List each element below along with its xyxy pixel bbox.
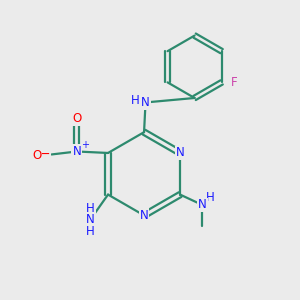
Text: N: N: [141, 96, 150, 109]
Text: O: O: [72, 112, 81, 125]
Text: +: +: [81, 140, 89, 150]
Text: N: N: [198, 199, 207, 212]
Text: H: H: [86, 202, 94, 215]
Text: O: O: [32, 148, 41, 162]
Text: H: H: [206, 191, 215, 204]
Text: N: N: [86, 213, 94, 226]
Text: H: H: [131, 94, 140, 107]
Text: N: N: [140, 209, 148, 222]
Text: N: N: [72, 145, 81, 158]
Text: −: −: [40, 148, 50, 161]
Text: N: N: [176, 146, 184, 160]
Text: H: H: [86, 225, 94, 238]
Text: F: F: [231, 76, 237, 89]
